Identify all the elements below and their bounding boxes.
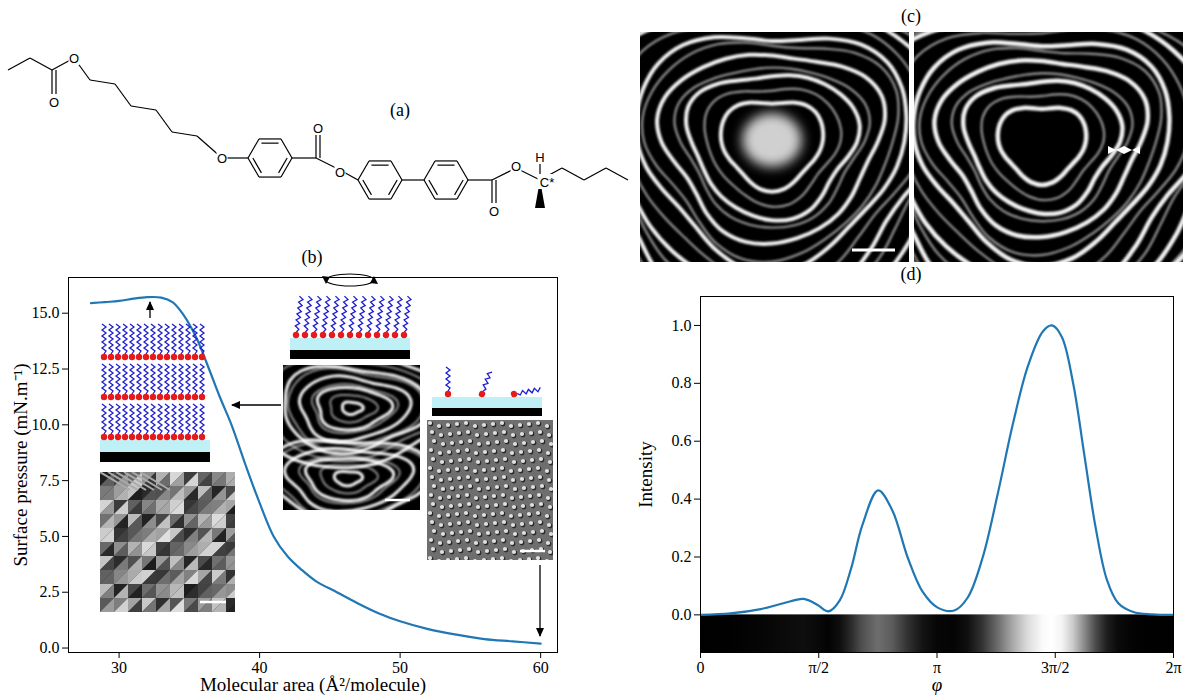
svg-text:7.5: 7.5 bbox=[40, 472, 60, 489]
svg-text:O: O bbox=[49, 95, 59, 110]
svg-text:15.0: 15.0 bbox=[32, 304, 60, 321]
svg-text:50: 50 bbox=[392, 658, 409, 676]
svg-text:Molecular area (Å²/molecule): Molecular area (Å²/molecule) bbox=[200, 674, 426, 696]
svg-text:2π: 2π bbox=[1165, 659, 1181, 676]
html-text:(d): (d) bbox=[900, 264, 922, 284]
svg-text:C*: C* bbox=[540, 175, 554, 190]
html-text:(b): (b) bbox=[301, 247, 323, 267]
svg-text:0.2: 0.2 bbox=[672, 548, 692, 565]
svg-text:2.5: 2.5 bbox=[40, 583, 60, 600]
svg-text:30: 30 bbox=[111, 659, 127, 676]
svg-text:0.0: 0.0 bbox=[40, 639, 60, 656]
svg-text:π: π bbox=[933, 658, 941, 676]
svg-text:O: O bbox=[217, 151, 227, 166]
svg-text:10.0: 10.0 bbox=[32, 416, 60, 433]
svg-text:0.6: 0.6 bbox=[672, 432, 692, 449]
svg-text:O: O bbox=[511, 159, 521, 174]
svg-text:0.0: 0.0 bbox=[672, 606, 692, 623]
svg-text:O: O bbox=[489, 204, 499, 219]
svg-text:12.5: 12.5 bbox=[32, 360, 60, 377]
html-text:(a): (a) bbox=[390, 100, 410, 120]
svg-text:0: 0 bbox=[697, 659, 705, 676]
svg-text:π/2: π/2 bbox=[808, 659, 829, 676]
svg-text:5.0: 5.0 bbox=[40, 528, 60, 545]
svg-text:3π/2: 3π/2 bbox=[1041, 659, 1070, 676]
svg-text:0.8: 0.8 bbox=[672, 374, 692, 391]
svg-text:0.4: 0.4 bbox=[672, 490, 692, 507]
svg-text:Intensity: Intensity bbox=[635, 441, 656, 508]
svg-text:H: H bbox=[535, 150, 544, 165]
html-text:(c): (c) bbox=[901, 6, 921, 26]
svg-text:60: 60 bbox=[533, 659, 549, 676]
svg-text:Surface pressure (mN.m⁻¹): Surface pressure (mN.m⁻¹) bbox=[10, 363, 32, 566]
svg-text:40: 40 bbox=[251, 658, 268, 676]
svg-text:O: O bbox=[335, 165, 345, 180]
svg-text:1.0: 1.0 bbox=[672, 317, 692, 334]
svg-text:φ: φ bbox=[932, 674, 943, 695]
svg-text:O: O bbox=[69, 51, 79, 66]
svg-text:O: O bbox=[313, 121, 323, 136]
